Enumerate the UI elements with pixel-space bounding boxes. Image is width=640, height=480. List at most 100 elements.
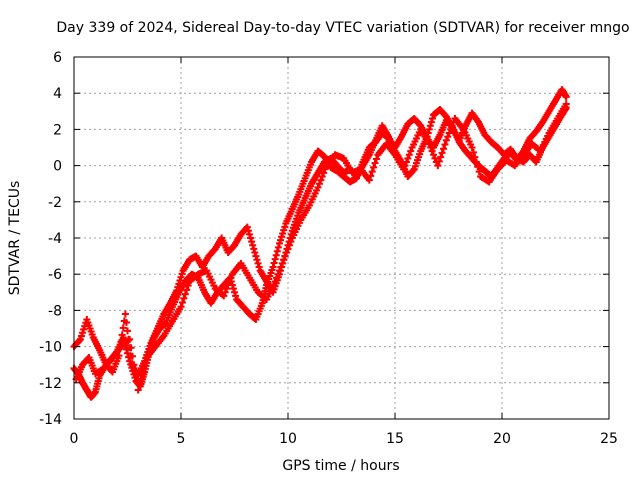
- data-point: [245, 230, 253, 238]
- data-point: [425, 140, 433, 148]
- data-point: [445, 129, 453, 137]
- data-point: [317, 176, 325, 184]
- data-point: [285, 241, 293, 249]
- data-point: [252, 252, 260, 260]
- data-point: [140, 364, 148, 372]
- data-point: [271, 255, 279, 263]
- data-point: [271, 277, 279, 285]
- data-point: [434, 162, 442, 170]
- data-point: [274, 243, 282, 251]
- y-tick-label: -14: [39, 412, 62, 428]
- data-point: [471, 153, 479, 161]
- data-point: [372, 155, 380, 163]
- data-point: [274, 270, 282, 278]
- y-tick-label: 2: [53, 122, 62, 138]
- data-point: [562, 100, 570, 108]
- data-point: [232, 292, 240, 300]
- x-tick-label: 25: [600, 431, 618, 447]
- data-point: [227, 274, 235, 282]
- data-point: [272, 251, 280, 259]
- data-point: [284, 245, 292, 253]
- data-point: [229, 285, 237, 293]
- data-point: [251, 248, 259, 256]
- data-point: [472, 158, 480, 166]
- data-point: [231, 288, 238, 296]
- data-point: [427, 144, 435, 151]
- data-point: [177, 303, 185, 311]
- data-point: [124, 327, 131, 335]
- data-point: [270, 259, 278, 267]
- data-point: [320, 169, 328, 177]
- y-tick-label: 6: [53, 50, 62, 66]
- data-point: [283, 248, 291, 256]
- data-point: [130, 361, 138, 369]
- y-tick-label: 4: [53, 86, 62, 102]
- y-tick-label: -8: [48, 303, 62, 319]
- data-point: [277, 263, 285, 271]
- y-axis-label: SDTVAR / TECUs: [7, 181, 23, 296]
- data-point: [402, 158, 410, 166]
- grid: [74, 57, 609, 419]
- x-tick-label: 0: [70, 431, 79, 447]
- data-point: [442, 136, 450, 144]
- data-point: [400, 165, 408, 173]
- data-point: [122, 318, 130, 326]
- series-track-b: [70, 104, 570, 380]
- y-tick-label: -4: [48, 231, 62, 247]
- data-point: [141, 359, 149, 367]
- y-tick-label: -10: [39, 340, 62, 356]
- data-point: [437, 153, 445, 161]
- data-point: [224, 281, 232, 289]
- series-track-a: [70, 86, 570, 401]
- data-point: [247, 234, 255, 242]
- data-point: [367, 172, 375, 180]
- data-point: [365, 176, 373, 184]
- data-point: [562, 93, 570, 101]
- data-point: [127, 344, 135, 352]
- data-point: [278, 259, 286, 267]
- data-point: [425, 125, 433, 133]
- x-tick-label: 15: [386, 431, 404, 447]
- data-point: [275, 267, 283, 275]
- data-point: [314, 183, 322, 191]
- data-point: [431, 154, 439, 162]
- data-point: [404, 154, 412, 162]
- data-point: [441, 140, 449, 148]
- data-point: [131, 369, 139, 377]
- data-point: [315, 180, 323, 188]
- data-point: [269, 263, 277, 271]
- data-point: [428, 115, 436, 123]
- data-point: [223, 285, 231, 293]
- y-tick-label: -2: [48, 195, 62, 211]
- data-point: [440, 145, 448, 153]
- data-point: [438, 149, 446, 157]
- data-point: [180, 294, 188, 302]
- data-point: [128, 352, 136, 360]
- data-point: [407, 147, 415, 155]
- data-point: [370, 163, 378, 171]
- data-point: [409, 166, 417, 174]
- data-point: [273, 247, 281, 255]
- data-point: [475, 168, 483, 176]
- data-point: [371, 159, 379, 167]
- x-tick-label: 20: [493, 431, 511, 447]
- data-point: [401, 162, 409, 170]
- data-point: [447, 125, 455, 133]
- data-point: [220, 292, 228, 300]
- series-track-c: [72, 100, 570, 394]
- data-point: [244, 227, 252, 235]
- axis-ticks: 0 5 10 15 20 25 -14 -12 -10 -8 -6 -4 -2 0 2 4 6: [39, 50, 618, 447]
- data-point: [243, 223, 251, 231]
- data-point: [181, 290, 189, 298]
- data-point: [405, 151, 413, 159]
- data-point: [426, 122, 434, 130]
- data-point: [134, 386, 142, 394]
- data-point: [121, 310, 129, 318]
- x-tick-label: 10: [279, 431, 297, 447]
- data-point: [430, 151, 438, 159]
- data-point: [468, 144, 476, 151]
- x-tick-label: 5: [177, 431, 186, 447]
- data-point: [281, 252, 289, 260]
